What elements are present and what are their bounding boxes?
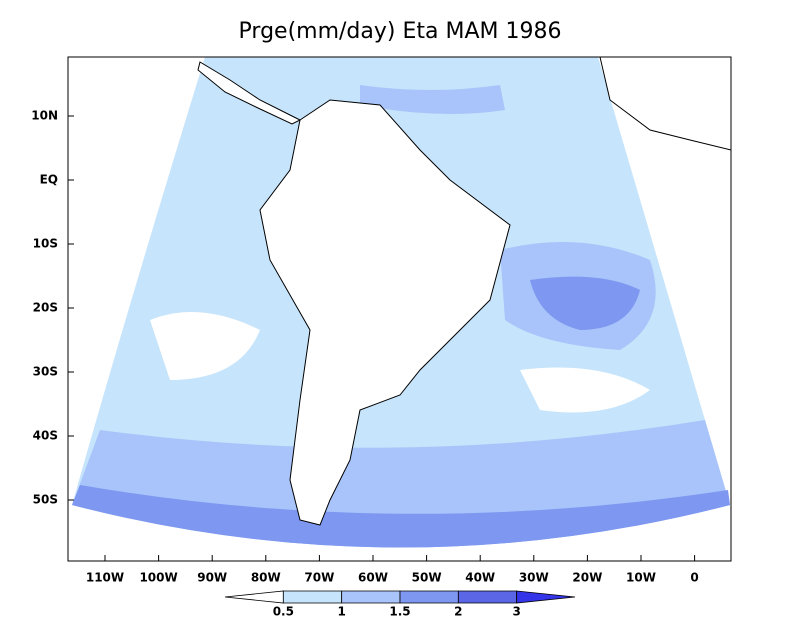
lon-label: 10W — [626, 571, 656, 585]
lat-label: 30S — [33, 365, 58, 379]
lat-label: 10N — [31, 109, 58, 123]
lon-label: 100W — [139, 571, 177, 585]
lon-label: 20W — [572, 571, 602, 585]
precip-band — [360, 85, 505, 114]
colorbar-label: 0.5 — [273, 605, 294, 619]
lon-label: 40W — [465, 571, 495, 585]
lon-label: 30W — [519, 571, 549, 585]
lat-label: 40S — [33, 429, 58, 443]
south-america — [259, 99, 511, 526]
lat-label: 20S — [33, 301, 58, 315]
lon-label: 60W — [358, 571, 388, 585]
dry-area — [150, 312, 260, 380]
colorbar-swatch — [516, 590, 576, 604]
title: Prge(mm/day) Eta MAM 1986 — [239, 19, 562, 44]
colorbar-label: 1 — [337, 605, 345, 619]
colorbar-swatch — [282, 590, 343, 604]
lat-label: 10S — [33, 237, 58, 251]
frame — [67, 56, 732, 562]
dry-area — [520, 367, 650, 413]
precip-band — [72, 485, 730, 548]
precip-band — [530, 276, 640, 330]
lat-label: EQ — [40, 173, 58, 187]
lat-labels: 10N EQ 10S 20S 30S 40S 50S — [31, 109, 74, 507]
colorbar-swatch — [399, 590, 459, 604]
colorbar-label: 1.5 — [389, 605, 410, 619]
lon-label: 70W — [304, 571, 334, 585]
colorbar-label: 3 — [512, 605, 520, 619]
colorbar-label: 2 — [454, 605, 462, 619]
lon-label: 90W — [197, 571, 227, 585]
lat-label: 50S — [33, 493, 58, 507]
lon-label: 0 — [690, 571, 698, 585]
colorbar-swatch — [341, 590, 401, 604]
colorbar: 0.5 1 1.5 2 3 — [224, 590, 576, 619]
lon-label: 110W — [86, 571, 124, 585]
map-field — [72, 56, 732, 548]
lon-labels: 110W 100W 90W 80W 70W 60W 50W 40W 30W 20W 10W 0 — [86, 555, 699, 585]
colorbar-swatch — [457, 590, 518, 604]
lon-label: 50W — [412, 571, 442, 585]
colorbar-swatch — [224, 590, 284, 604]
lon-label: 80W — [251, 571, 281, 585]
central-america — [197, 61, 302, 125]
